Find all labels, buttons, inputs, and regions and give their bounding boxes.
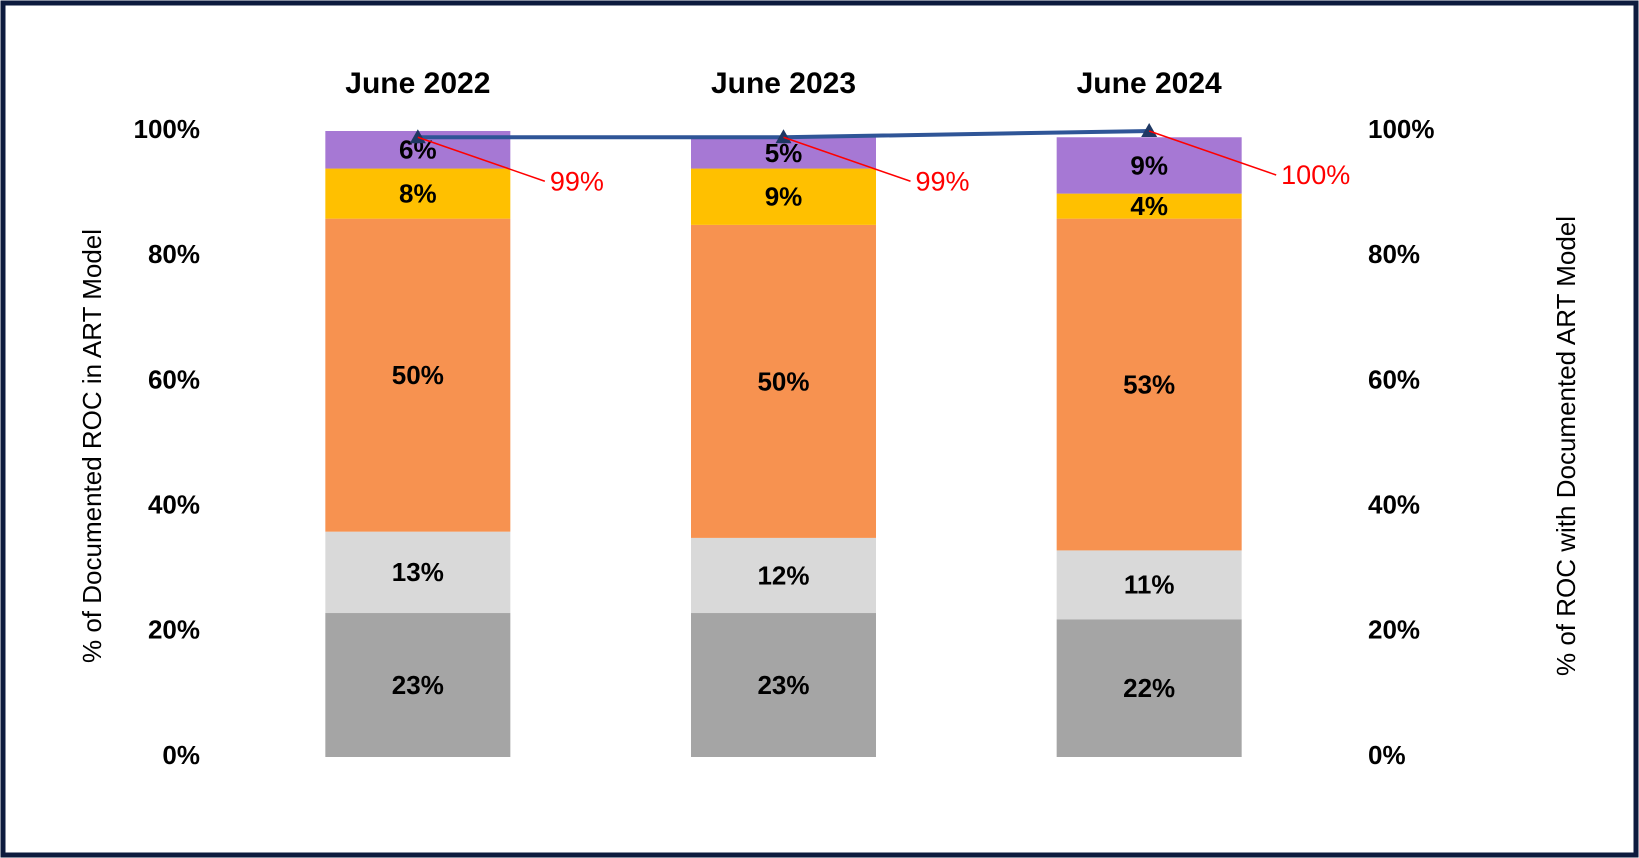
bar-segment	[325, 218, 511, 532]
line-data-label: 99%	[916, 166, 970, 196]
data-label: 53%	[1123, 369, 1175, 399]
data-label: 50%	[392, 360, 444, 390]
data-label: 4%	[1130, 191, 1168, 221]
category-label: June 2023	[711, 67, 856, 100]
y-tick-label: 100%	[134, 114, 201, 144]
bar-segment	[1056, 619, 1242, 757]
y-tick-label: 60%	[148, 364, 200, 394]
bar-segment	[325, 168, 511, 219]
y2-axis-label: % of ROC with Documented ART Model	[1551, 216, 1581, 676]
data-label: 12%	[757, 560, 809, 590]
y-axis-label: % of Documented ROC in ART Model	[77, 229, 107, 663]
category-label: June 2024	[1077, 67, 1222, 100]
bar-segment	[325, 531, 511, 614]
line-marker	[409, 129, 426, 144]
bar-segment	[1056, 218, 1242, 551]
data-label: 50%	[757, 366, 809, 396]
line-marker	[1141, 123, 1158, 137]
bar-segment	[1056, 137, 1242, 194]
data-label: 9%	[1130, 150, 1168, 180]
bar-segment	[691, 613, 876, 757]
data-label: 8%	[399, 178, 437, 208]
bar-segment	[691, 224, 876, 538]
data-label: 23%	[392, 670, 444, 700]
bar-segment	[1056, 193, 1242, 219]
label-leader	[417, 136, 546, 182]
y2-tick-label: 20%	[1368, 615, 1420, 645]
data-label: 11%	[1124, 570, 1175, 600]
bar-segment	[691, 537, 876, 614]
y-tick-label: 40%	[148, 489, 200, 519]
line-data-label: 99%	[550, 166, 604, 196]
y-tick-label: 20%	[148, 615, 200, 645]
data-label: 22%	[1123, 673, 1175, 703]
line-data-label: 100%	[1281, 160, 1350, 190]
data-label: 23%	[757, 670, 809, 700]
y-tick-label: 0%	[162, 740, 200, 770]
y2-tick-label: 100%	[1368, 114, 1435, 144]
bar-segment	[1056, 550, 1242, 620]
label-leader	[783, 136, 911, 182]
label-leader	[1148, 130, 1277, 176]
category-label: June 2022	[345, 67, 490, 100]
data-label: 13%	[392, 557, 444, 587]
line-marker	[775, 129, 792, 144]
y2-tick-label: 80%	[1368, 239, 1420, 269]
y2-tick-label: 40%	[1368, 489, 1420, 519]
bar-segment	[325, 613, 511, 757]
bar-segment	[691, 168, 876, 225]
y-tick-label: 80%	[148, 239, 200, 269]
y2-tick-label: 60%	[1368, 364, 1420, 394]
data-label: 9%	[765, 182, 803, 212]
y2-tick-label: 0%	[1368, 740, 1406, 770]
